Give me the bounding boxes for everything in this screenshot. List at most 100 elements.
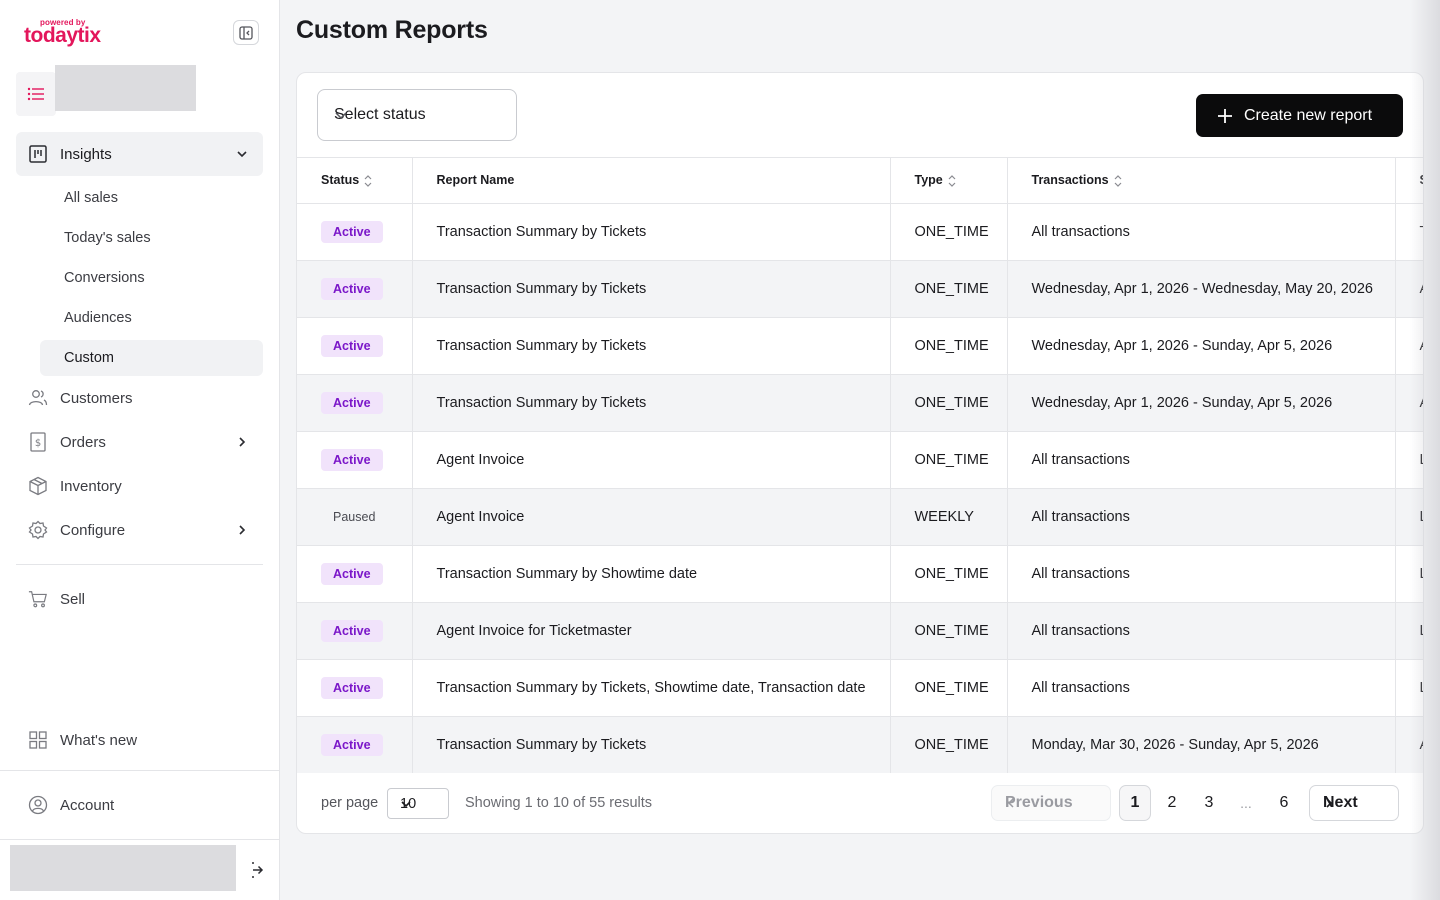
nav-configure[interactable]: Configure (16, 510, 263, 550)
nav-sell[interactable]: Sell (16, 579, 263, 619)
table-row[interactable]: Active Transaction Summary by Tickets, S… (297, 659, 1423, 717)
page-button-3[interactable]: 3 (1204, 794, 1214, 811)
type-cell: ONE_TIME (890, 374, 1008, 432)
chevron-down-icon (235, 147, 249, 161)
table-row[interactable]: Active Agent Invoice ONE_TIME All transa… (297, 431, 1423, 489)
table-row[interactable]: Active Transaction Summary by Tickets ON… (297, 374, 1423, 432)
reports-table: Status Report Name Type Transactions S A… (297, 157, 1423, 773)
insights-icon (28, 144, 48, 164)
transactions-cell: All transactions (1007, 602, 1396, 660)
transactions-cell: Wednesday, Apr 1, 2026 - Sunday, Apr 5, … (1007, 317, 1396, 375)
brand-logo[interactable]: powered by todaytix (24, 18, 114, 48)
truncated-cell: A (1395, 716, 1423, 773)
page-button-1[interactable]: 1 (1119, 785, 1151, 821)
sidebar-item-label: Audiences (64, 310, 132, 326)
column-header-type[interactable]: Type (890, 158, 1008, 204)
report-name-cell[interactable]: Transaction Summary by Tickets (412, 374, 891, 432)
box-icon (28, 476, 48, 496)
status-badge: Active (321, 448, 383, 471)
table-row[interactable]: Active Transaction Summary by Tickets ON… (297, 203, 1423, 261)
list-icon (27, 87, 44, 101)
type-cell: ONE_TIME (890, 203, 1008, 261)
nav-account[interactable]: Account (16, 785, 263, 825)
sort-icon (364, 174, 372, 187)
type-cell: WEEKLY (890, 488, 1008, 546)
report-name-cell[interactable]: Transaction Summary by Tickets (412, 260, 891, 318)
table-row[interactable]: Active Agent Invoice for Ticketmaster ON… (297, 602, 1423, 660)
report-name-cell[interactable]: Transaction Summary by Tickets (412, 716, 891, 773)
sidebar-item-all-sales[interactable]: All sales (40, 180, 263, 216)
report-name-cell[interactable]: Transaction Summary by Tickets (412, 203, 891, 261)
previous-label: Previous (1005, 794, 1073, 811)
truncated-cell: L (1395, 488, 1423, 546)
nav-inventory-label: Inventory (60, 477, 122, 495)
nav-whats-new[interactable]: What's new (16, 720, 263, 760)
report-name-cell[interactable]: Agent Invoice for Ticketmaster (412, 602, 891, 660)
page-button-6[interactable]: 6 (1279, 794, 1289, 811)
report-name-cell[interactable]: Transaction Summary by Tickets, Showtime… (412, 659, 891, 717)
venue-switcher[interactable] (16, 72, 56, 116)
report-name-cell[interactable]: Agent Invoice (412, 488, 891, 546)
report-name-cell[interactable]: Agent Invoice (412, 431, 891, 489)
sidebar-divider (0, 839, 280, 840)
table-row[interactable]: Active Transaction Summary by Showtime d… (297, 545, 1423, 603)
type-cell: ONE_TIME (890, 659, 1008, 717)
sort-icon (948, 174, 956, 187)
nav-orders[interactable]: $ Orders (16, 422, 263, 462)
table-row[interactable]: Active Transaction Summary by Tickets ON… (297, 317, 1423, 375)
gear-icon (28, 520, 48, 540)
chevron-right-icon (235, 435, 249, 449)
table-row[interactable]: Active Transaction Summary by Tickets ON… (297, 260, 1423, 318)
transactions-cell: Monday, Mar 30, 2026 - Sunday, Apr 5, 20… (1007, 716, 1396, 773)
table-row[interactable]: Paused Agent Invoice WEEKLY All transact… (297, 488, 1423, 546)
type-cell: ONE_TIME (890, 545, 1008, 603)
sidebar-item-label: All sales (64, 190, 118, 206)
column-header-status[interactable]: Status (297, 158, 413, 204)
per-page-select[interactable]: 10 (387, 788, 449, 819)
type-cell: ONE_TIME (890, 260, 1008, 318)
logout-icon[interactable] (246, 860, 266, 880)
report-name-cell[interactable]: Transaction Summary by Tickets (412, 317, 891, 375)
sidebar-item-custom[interactable]: Custom (40, 340, 263, 376)
status-badge: Active (321, 676, 383, 699)
sidebar-item-audiences[interactable]: Audiences (40, 300, 263, 336)
column-header-label: Status (321, 172, 360, 187)
column-header-label: Report Name (436, 173, 515, 188)
column-header-report-name: Report Name (412, 158, 891, 204)
column-header-truncated: S (1395, 158, 1423, 204)
status-badge: Paused (333, 509, 376, 524)
users-icon (28, 388, 48, 408)
type-cell: ONE_TIME (890, 317, 1008, 375)
status-filter-select[interactable]: Select status (317, 89, 517, 141)
truncated-cell: A (1395, 317, 1423, 375)
table-header-row: Status Report Name Type Transactions S (297, 158, 1423, 204)
sidebar-divider (0, 770, 280, 771)
transactions-cell: All transactions (1007, 203, 1396, 261)
nav-customers[interactable]: Customers (16, 378, 263, 418)
page-button-2[interactable]: 2 (1167, 794, 1177, 811)
status-filter-placeholder: Select status (334, 106, 426, 123)
nav-insights[interactable]: Insights (16, 132, 263, 176)
sidebar-item-conversions[interactable]: Conversions (40, 260, 263, 296)
plus-icon (1216, 107, 1234, 125)
sidebar-divider (16, 564, 263, 565)
sidebar-item-label: Custom (64, 350, 114, 366)
brand-name: todaytix (24, 24, 101, 47)
sidebar-item-todays-sales[interactable]: Today's sales (40, 220, 263, 256)
status-badge: Active (321, 220, 383, 243)
create-new-report-label: Create new report (1244, 106, 1373, 124)
report-name-cell[interactable]: Transaction Summary by Showtime date (412, 545, 891, 603)
column-header-transactions[interactable]: Transactions (1007, 158, 1396, 204)
previous-page-button[interactable]: Previous (991, 785, 1111, 821)
create-new-report-button[interactable]: Create new report (1196, 94, 1403, 137)
table-row[interactable]: Active Transaction Summary by Tickets ON… (297, 716, 1423, 773)
status-badge: Active (321, 277, 383, 300)
page-title: Custom Reports (296, 16, 488, 44)
nav-inventory[interactable]: Inventory (16, 466, 263, 506)
page-ellipsis: ... (1240, 795, 1252, 811)
collapse-sidebar-button[interactable] (233, 20, 259, 45)
next-page-button[interactable]: Next (1309, 785, 1399, 821)
status-badge: Active (321, 619, 383, 642)
results-count: Showing 1 to 10 of 55 results (465, 795, 653, 811)
column-header-label: Type (914, 172, 943, 187)
